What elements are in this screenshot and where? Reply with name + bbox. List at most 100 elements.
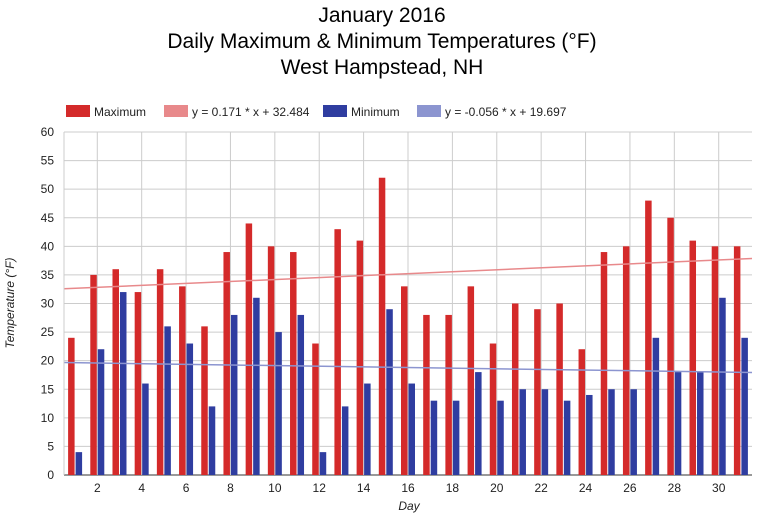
min-temp-bar	[497, 400, 504, 475]
min-temp-bar	[142, 383, 149, 475]
max-temp-bar	[511, 303, 519, 475]
legend: Maximum y = 0.171 * x + 32.484 Minimum y…	[66, 105, 567, 119]
trendlines	[63, 257, 753, 374]
x-tick-label: 14	[357, 481, 371, 495]
min-temp-bar	[674, 372, 682, 475]
max-temp-bar	[489, 343, 497, 475]
max-temp-bar	[689, 240, 697, 475]
min-temp-bar	[386, 309, 393, 475]
max-temp-bar	[467, 286, 475, 475]
max-temp-bar	[223, 252, 230, 475]
y-tick-label: 45	[41, 211, 55, 225]
y-tick-label: 0	[47, 468, 54, 482]
min-temp-bar	[275, 332, 282, 475]
y-tick-label: 60	[41, 125, 55, 139]
gridlines	[64, 131, 752, 476]
max-temp-bar	[733, 246, 741, 475]
min-temp-bar	[208, 406, 216, 475]
y-tick-label: 35	[41, 268, 55, 282]
min-temp-bar	[519, 389, 526, 475]
legend-label-minimum: Minimum	[351, 105, 400, 119]
legend-swatch-min-trend	[417, 105, 441, 117]
max-temp-bar	[622, 246, 630, 475]
max-temp-bar	[312, 343, 319, 475]
max-temp-bar	[112, 269, 119, 475]
x-tick-label: 10	[268, 481, 282, 495]
max-temp-bar	[556, 303, 563, 475]
min-temp-bar	[652, 337, 660, 475]
min-temp-bar	[408, 383, 415, 475]
legend-swatch-maximum	[66, 105, 90, 117]
max-temp-bar	[423, 314, 430, 475]
max-temp-bar	[445, 314, 452, 475]
bars	[68, 177, 748, 475]
x-tick-label: 30	[712, 481, 726, 495]
min-temp-bar	[297, 314, 305, 475]
legend-label-maximum: Maximum	[94, 105, 146, 119]
max-temp-bar	[267, 246, 275, 475]
x-tick-label: 20	[490, 481, 504, 495]
min-trendline	[63, 361, 753, 374]
max-temp-bar	[90, 274, 97, 475]
max-temp-bar	[401, 286, 408, 475]
max-temp-bar	[378, 177, 386, 475]
min-temp-bar	[608, 389, 615, 475]
y-tick-label: 15	[41, 382, 55, 396]
x-tick-label: 2	[94, 481, 101, 495]
min-temp-bar	[541, 389, 549, 475]
legend-label-min-trend: y = -0.056 * x + 19.697	[445, 105, 567, 119]
min-temp-bar	[97, 349, 105, 475]
max-temp-bar	[711, 246, 719, 475]
x-tick-label: 18	[446, 481, 460, 495]
max-temp-bar	[600, 252, 608, 475]
x-tick-label: 24	[579, 481, 593, 495]
y-axis-title: Temperature (°F)	[3, 257, 17, 348]
max-temp-bar	[645, 200, 652, 475]
x-tick-label: 4	[138, 481, 145, 495]
y-tick-label: 40	[41, 239, 55, 253]
min-temp-bar	[230, 314, 238, 475]
max-temp-bar	[534, 309, 541, 475]
legend-swatch-minimum	[323, 105, 347, 117]
min-temp-bar	[164, 326, 171, 475]
y-tick-label: 20	[41, 354, 55, 368]
legend-label-max-trend: y = 0.171 * x + 32.484	[192, 105, 310, 119]
min-temp-bar	[186, 343, 194, 475]
min-temp-bar	[75, 452, 83, 475]
x-tick-label: 16	[401, 481, 415, 495]
x-axis-title: Day	[398, 499, 420, 513]
max-temp-bar	[201, 326, 208, 475]
min-temp-bar	[253, 297, 260, 475]
x-tick-label: 22	[534, 481, 548, 495]
y-tick-label: 55	[41, 154, 55, 168]
min-temp-bar	[319, 452, 327, 475]
max-temp-bar	[134, 292, 142, 475]
x-tick-label: 28	[668, 481, 682, 495]
min-temp-bar	[430, 400, 438, 475]
x-tick-label: 6	[183, 481, 190, 495]
min-temp-bar	[630, 389, 637, 475]
chart-title-line-2: Daily Maximum & Minimum Temperatures (°F…	[167, 30, 597, 53]
min-temp-bar	[341, 406, 349, 475]
max-temp-bar	[245, 223, 253, 475]
min-temp-bar	[719, 297, 726, 475]
chart-title-line-3: West Hampstead, NH	[280, 56, 484, 79]
max-trendline	[63, 257, 753, 290]
max-temp-bar	[68, 337, 75, 475]
min-temp-bar	[452, 400, 460, 475]
x-tick-label: 12	[313, 481, 327, 495]
x-tick-label: 26	[623, 481, 637, 495]
max-temp-bar	[290, 252, 297, 475]
min-temp-bar	[586, 394, 593, 475]
y-tick-label: 5	[47, 439, 54, 453]
max-temp-bar	[356, 240, 364, 475]
max-temp-bar	[179, 286, 186, 475]
min-temp-bar	[475, 372, 482, 475]
chart-title-line-1: January 2016	[318, 4, 446, 27]
legend-swatch-max-trend	[164, 105, 188, 117]
max-temp-bar	[334, 229, 341, 475]
min-temp-bar	[364, 383, 371, 475]
